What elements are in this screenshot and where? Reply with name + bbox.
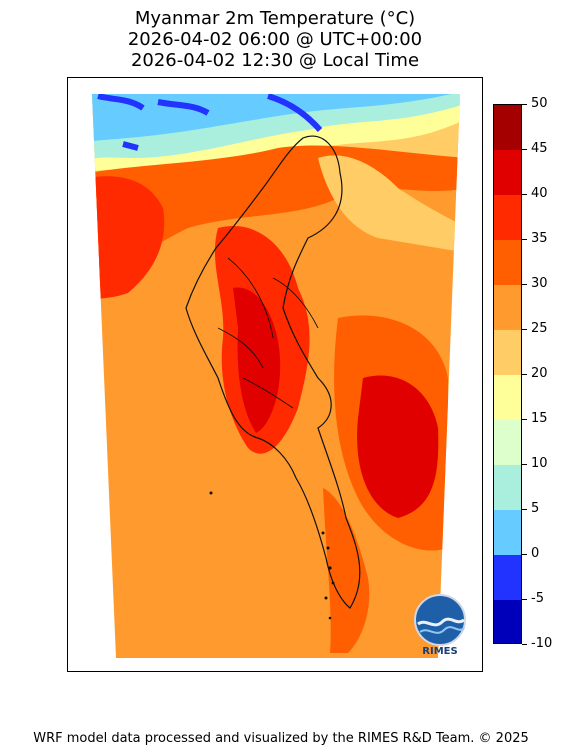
colorbar-tick [522,509,527,510]
colorbar-segment [494,240,521,286]
colorbar-tick [522,239,527,240]
colorbar-tick-label: 15 [531,411,548,426]
colorbar-tick-label: 5 [531,501,540,516]
colorbar-tick-label: 0 [531,546,540,561]
title-utc-time: 2026-04-02 06:00 @ UTC+00:00 [127,29,423,50]
colorbar-tick-label: 10 [531,456,548,471]
field-30-35-south [323,488,370,653]
field-0-5-patches [97,94,323,151]
colorbar-tick-label: 40 [531,186,548,201]
colorbar-tick [522,149,527,150]
colorbar-tick-label: 50 [531,96,548,111]
colorbar-tick [522,329,527,330]
colorbar-tick [522,644,527,645]
colorbar-tick-label: 30 [531,276,548,291]
country-border-myanmar [185,135,361,609]
map-panel [67,77,483,672]
colorbar-tick-label: 20 [531,366,548,381]
field-20-25-northeast [318,155,460,253]
colorbar-tick [522,374,527,375]
temperature-map [92,94,460,658]
title-local-time: 2026-04-02 12:30 @ Local Time [130,50,420,71]
logo-text: RIMES [422,646,458,657]
colorbar-tick-label: -10 [531,636,553,651]
colorbar-tick [522,104,527,105]
map-title: Myanmar 2m Temperature (°C) 2026-04-02 0… [0,8,550,71]
field-5-10 [92,94,460,142]
colorbar-tick [522,419,527,420]
colorbar-segment [494,465,521,511]
field-40-45-central [233,287,281,433]
footer-credit: WRF model data processed and visualized … [33,731,529,746]
colorbar-segment [494,555,521,601]
colorbar-segment [494,105,521,151]
colorbar-segment [494,150,521,196]
colorbar-tick-label: 25 [531,321,548,336]
colorbar-tick [522,284,527,285]
colorbar-tick [522,464,527,465]
colorbar-segment [494,375,521,421]
rimes-globe-icon [414,594,466,646]
colorbar-segment [494,420,521,466]
colorbar-segment [494,600,521,643]
colorbar-segment [494,330,521,376]
colorbar-tick [522,194,527,195]
colorbar-segment [494,285,521,331]
temperature-field [92,94,460,658]
field-35-40-west [92,176,165,300]
colorbar-segment [494,510,521,556]
colorbar-tick [522,554,527,555]
islands [209,491,335,620]
colorbar-tick-label: -5 [531,591,544,606]
colorbar-segment [494,195,521,241]
colorbar-tick-label: 35 [531,231,548,246]
colorbar-tick-label: 45 [531,141,548,156]
field-40-45-east [357,375,439,518]
title-variable: Myanmar 2m Temperature (°C) [134,8,416,29]
colorbar-tick [522,599,527,600]
region-borders [217,257,319,409]
colorbar [493,104,522,644]
rimes-logo: RIMES [406,590,474,660]
